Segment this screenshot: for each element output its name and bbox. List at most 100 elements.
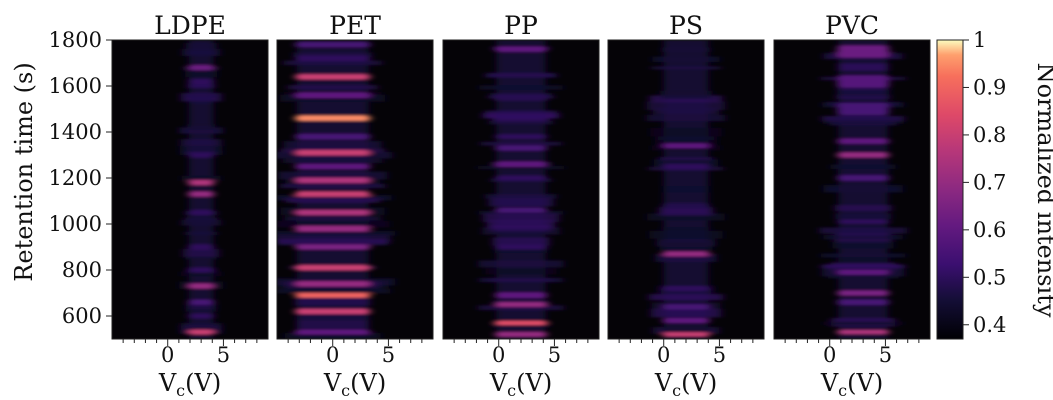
heatmap-streak <box>489 120 553 125</box>
x-tick-label: 0 <box>492 343 505 367</box>
x-axis-label: Vc(V) <box>654 369 717 400</box>
heatmap-streak <box>492 116 550 122</box>
heatmap-streak <box>277 220 390 228</box>
heatmap-streak <box>187 216 216 222</box>
heatmap-streak <box>295 297 371 306</box>
heatmap-streak <box>485 194 557 199</box>
heatmap-band <box>295 41 371 48</box>
heatmap-streak <box>479 277 563 283</box>
x-tick-label: 0 <box>326 343 339 367</box>
heatmap-band <box>662 304 710 310</box>
heatmap-band <box>495 161 547 167</box>
colorbar-tick-label: 1 <box>973 28 986 52</box>
panel-pp: PP0 5Vc(V) <box>442 11 600 400</box>
heatmap-streak <box>823 321 903 326</box>
heatmap-streak <box>649 230 723 239</box>
x-label-symbol: V <box>323 369 342 397</box>
heatmap-streak <box>663 326 709 333</box>
heatmap-band <box>188 191 215 197</box>
heatmap-band <box>188 244 215 250</box>
heatmap-band <box>495 145 547 151</box>
heatmap-band <box>837 175 889 181</box>
heatmap-band <box>495 320 547 326</box>
heatmap-streak <box>287 85 378 90</box>
x-label-unit: (V) <box>681 369 717 397</box>
x-label-unit: (V) <box>847 369 883 397</box>
heatmap-streak <box>185 231 217 236</box>
x-label-unit: (V) <box>516 369 552 397</box>
heatmap-streak <box>655 253 717 262</box>
y-tick-label: 1200 <box>49 166 102 190</box>
colorbar-tick-label: 0.5 <box>973 265 1006 289</box>
heatmap-streak <box>185 254 217 260</box>
heatmap-band <box>837 45 889 58</box>
colorbar-tick-label: 0.8 <box>973 123 1006 147</box>
heatmap-band <box>662 285 710 292</box>
heatmap-band <box>295 115 371 121</box>
heatmap-streak <box>832 242 894 249</box>
heatmap-band <box>188 179 215 186</box>
heatmap-streak <box>185 42 217 50</box>
x-label-symbol: V <box>820 369 839 397</box>
heatmap-band <box>495 302 547 307</box>
heatmap-band <box>188 64 215 71</box>
panel-title: PVC <box>825 11 879 40</box>
colorbar-tick-label: 0.7 <box>973 170 1006 194</box>
heatmap-band <box>837 152 889 158</box>
heatmap-streak <box>186 327 216 331</box>
heatmap-streak <box>651 308 721 318</box>
heatmap-band <box>188 78 215 85</box>
heatmap-streak <box>659 241 713 251</box>
heatmap-streak <box>295 155 371 164</box>
x-tick-label: 0 <box>823 343 836 367</box>
heatmap-band <box>295 55 371 62</box>
heatmap-streak <box>838 63 889 71</box>
heatmap-streak <box>283 159 383 164</box>
heatmap-streak <box>837 86 889 94</box>
heatmap-streak <box>492 237 550 246</box>
x-tick-label: 0 <box>161 343 174 367</box>
heatmap-streak <box>823 184 903 193</box>
heatmap-streak <box>183 248 220 258</box>
colorbar-tick-label: 0.4 <box>973 313 1006 337</box>
heatmap-band <box>295 281 371 287</box>
heatmap-band <box>188 283 215 289</box>
heatmap-streak <box>659 207 713 216</box>
x-label-subscript: c <box>176 381 185 400</box>
heatmap-streak <box>483 213 559 222</box>
heatmap-streak <box>649 294 723 301</box>
heatmap-band <box>837 75 889 88</box>
heatmap-band <box>188 299 215 305</box>
colorbar-tick-label: 0.9 <box>973 75 1006 99</box>
heatmap-band <box>295 329 371 335</box>
y-tick-label: 1800 <box>49 28 102 52</box>
heatmap-streak <box>834 232 892 237</box>
x-label-subscript: c <box>507 381 516 400</box>
heatmap-streak <box>293 52 372 58</box>
heatmap-streak <box>837 90 889 97</box>
heatmap-band <box>295 163 371 170</box>
x-label-symbol: V <box>654 369 673 397</box>
heatmap-streak <box>182 48 221 57</box>
heatmap-band <box>295 265 371 271</box>
heatmap-streak <box>284 140 382 149</box>
heatmap-band <box>295 150 371 156</box>
x-tick-label: 5 <box>713 343 726 367</box>
heatmap-streak <box>283 287 382 292</box>
heatmap-streak <box>836 94 890 100</box>
heatmap-streak <box>834 204 892 212</box>
heatmap-streak <box>285 197 380 203</box>
heatmap-streak <box>647 101 725 111</box>
heatmap-streak <box>181 220 222 226</box>
heatmap-streak <box>647 213 725 221</box>
heatmap-streak <box>663 185 709 193</box>
heatmap-band <box>662 251 710 257</box>
heatmap-band <box>295 74 371 80</box>
heatmap-streak <box>296 313 369 320</box>
heatmap-streak <box>180 271 222 277</box>
heatmap-streak <box>835 213 892 220</box>
